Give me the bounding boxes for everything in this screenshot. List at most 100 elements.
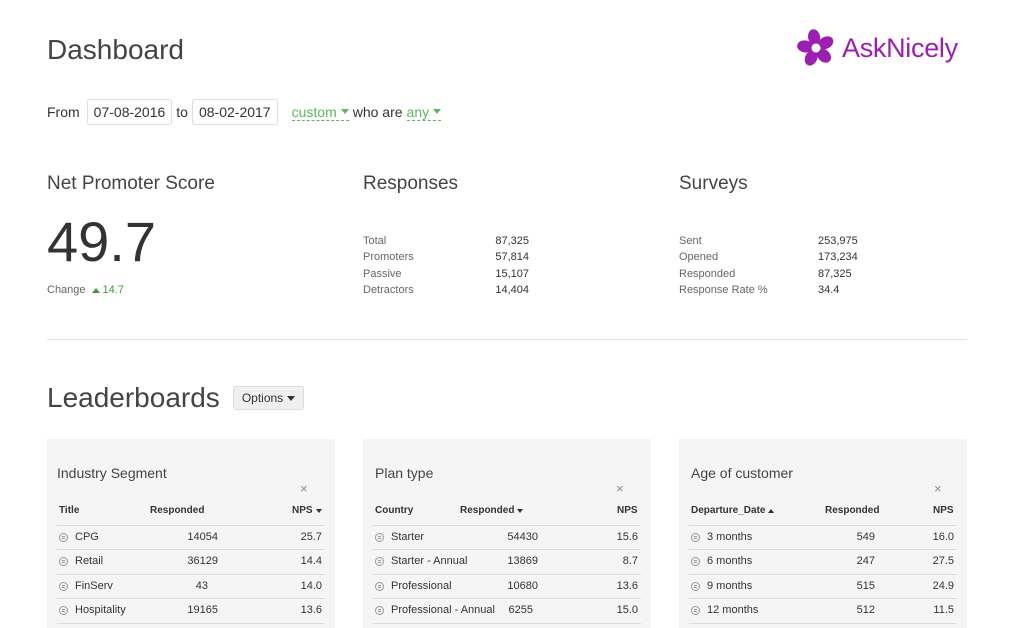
segment-icon[interactable] xyxy=(691,581,700,591)
table-divider xyxy=(373,574,641,575)
surveys-heading: Surveys xyxy=(679,173,748,194)
date-filter: From 07-08-2016 to 08-02-2017 custom who… xyxy=(47,99,445,125)
close-icon[interactable]: × xyxy=(616,481,624,496)
sort-desc-icon xyxy=(517,508,524,513)
surveys-label: Opened xyxy=(679,251,719,264)
arrow-up-icon xyxy=(91,287,100,293)
table-row[interactable]: 3 months xyxy=(691,531,752,543)
column-header-nps[interactable]: NPS xyxy=(617,505,638,516)
table-divider xyxy=(689,598,957,599)
from-label: From xyxy=(47,104,80,120)
change-value: 14.7 xyxy=(102,284,124,296)
surveys-value: 87,325 xyxy=(818,267,852,280)
row-nps: 16.0 xyxy=(932,531,954,543)
table-row[interactable]: FinServ xyxy=(59,580,113,592)
column-header-responded[interactable]: Responded xyxy=(825,505,880,516)
row-name: Starter - Annual xyxy=(391,555,468,567)
segment-icon[interactable] xyxy=(59,581,68,591)
table-divider xyxy=(57,525,325,526)
row-name: FinServ xyxy=(75,580,113,592)
column-header-country[interactable]: Country xyxy=(375,505,414,516)
options-button[interactable]: Options xyxy=(233,386,304,410)
panel-title: Plan type xyxy=(375,465,434,481)
to-date-input[interactable]: 08-02-2017 xyxy=(191,99,278,125)
range-dropdown[interactable]: custom xyxy=(291,104,349,121)
surveys-row: Sent 253,975 xyxy=(679,233,858,249)
segment-icon[interactable] xyxy=(59,532,68,542)
row-responded: 512 xyxy=(856,604,875,616)
responses-value: 87,325 xyxy=(495,235,529,248)
segment-icon[interactable] xyxy=(375,556,384,566)
responses-label: Promoters xyxy=(363,251,414,264)
segment-icon[interactable] xyxy=(375,581,384,591)
responses-row: Total 87,325 xyxy=(363,233,529,249)
row-name: 9 months xyxy=(707,580,753,592)
column-header-nps[interactable]: NPS xyxy=(292,505,322,516)
row-nps: 25.7 xyxy=(300,531,322,543)
responses-label: Passive xyxy=(363,267,402,280)
row-nps: 27.5 xyxy=(932,555,954,567)
row-name: 6 months xyxy=(707,555,753,567)
table-row[interactable]: Hospitality xyxy=(59,604,126,616)
row-responded: 13869 xyxy=(507,555,538,567)
section-divider xyxy=(47,339,967,340)
table-row[interactable]: 9 months xyxy=(691,580,752,592)
table-row[interactable]: Starter xyxy=(375,531,424,543)
page-title: Dashboard xyxy=(47,34,184,65)
segment-icon[interactable] xyxy=(691,556,700,566)
asknicely-logo[interactable]: AskNicely xyxy=(796,28,958,68)
table-divider xyxy=(689,623,957,624)
row-responded: 549 xyxy=(856,531,875,543)
row-responded: 19165 xyxy=(187,604,218,616)
segment-icon[interactable] xyxy=(59,605,68,615)
surveys-label: Responded xyxy=(679,267,736,280)
row-name: Professional xyxy=(391,580,452,592)
surveys-value: 173,234 xyxy=(818,251,858,264)
column-header-nps-label: NPS xyxy=(292,505,313,516)
change-label: Change xyxy=(47,284,86,296)
responses-heading: Responses xyxy=(363,173,459,194)
who-dropdown-label: any xyxy=(406,103,430,120)
table-divider xyxy=(57,574,325,575)
responses-label: Total xyxy=(363,235,387,248)
panel-title: Age of customer xyxy=(691,465,793,481)
column-header-nps[interactable]: NPS xyxy=(933,505,954,516)
column-header-departure-date-label: Departure_Date xyxy=(691,505,766,516)
options-button-label: Options xyxy=(241,391,284,405)
segment-icon[interactable] xyxy=(59,556,68,566)
table-divider xyxy=(57,623,325,624)
table-row[interactable]: 6 months xyxy=(691,555,752,567)
row-responded: 54430 xyxy=(507,531,538,543)
table-row[interactable]: Retail xyxy=(59,555,103,567)
row-responded: 36129 xyxy=(187,555,218,567)
segment-icon[interactable] xyxy=(375,605,384,615)
column-header-title[interactable]: Title xyxy=(59,505,80,516)
row-name: Hospitality xyxy=(75,604,126,616)
from-date-input[interactable]: 07-08-2016 xyxy=(86,99,173,125)
row-name: Professional - Annual xyxy=(391,604,495,616)
nps-heading: Net Promoter Score xyxy=(47,173,215,194)
column-header-departure-date[interactable]: Departure_Date xyxy=(691,505,775,516)
row-name: Retail xyxy=(75,555,104,567)
close-icon[interactable]: × xyxy=(300,481,308,496)
close-icon[interactable]: × xyxy=(934,481,942,496)
segment-icon[interactable] xyxy=(691,532,700,542)
table-row[interactable]: Starter - Annual xyxy=(375,555,467,567)
table-row[interactable]: CPG xyxy=(59,531,99,543)
segment-icon[interactable] xyxy=(375,532,384,542)
logo-text: AskNicely xyxy=(842,32,958,63)
column-header-responded[interactable]: Responded xyxy=(460,505,524,516)
table-divider xyxy=(373,623,641,624)
surveys-label: Response Rate % xyxy=(679,284,768,297)
column-header-responded-label: Responded xyxy=(460,505,515,516)
table-row[interactable]: 12 months xyxy=(691,604,758,616)
column-header-responded[interactable]: Responded xyxy=(150,505,205,516)
row-name: CPG xyxy=(75,531,99,543)
who-dropdown[interactable]: any xyxy=(406,103,442,121)
table-row[interactable]: Professional - Annual xyxy=(375,604,495,616)
chevron-down-icon xyxy=(287,395,296,401)
table-row[interactable]: Professional xyxy=(375,580,452,592)
table-divider xyxy=(689,525,957,526)
segment-icon[interactable] xyxy=(691,605,700,615)
surveys-value: 253,975 xyxy=(818,235,858,248)
